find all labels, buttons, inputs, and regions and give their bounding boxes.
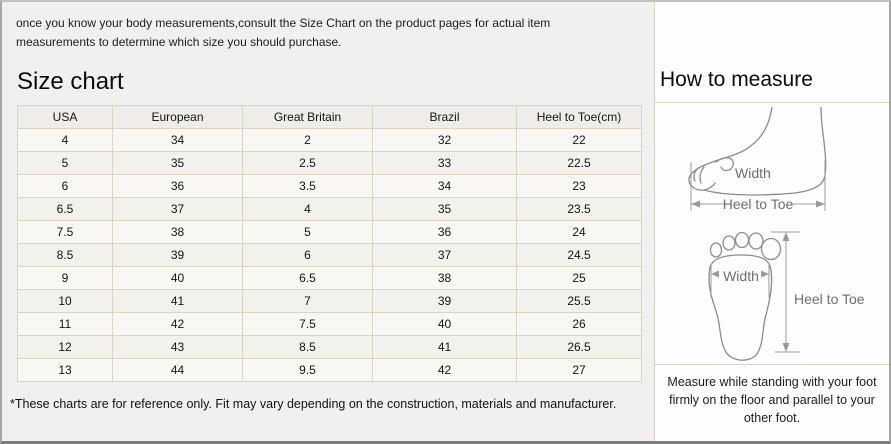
- foot-sole-view-diagram: Width Heel to Toe: [708, 231, 865, 361]
- size-cell: 9: [17, 266, 113, 291]
- size-cell: 3.5: [242, 174, 373, 199]
- size-cell: 6.5: [17, 197, 113, 222]
- size-cell: 38: [112, 220, 243, 245]
- size-cell: 6: [242, 243, 373, 268]
- measuring-instructions: Measure while standing with your foot fi…: [667, 374, 877, 426]
- size-cell: 23: [516, 174, 642, 199]
- side-width-label: Width: [735, 165, 771, 181]
- intro-note: once you know your body measurements,con…: [16, 16, 551, 49]
- size-cell: 4: [242, 197, 373, 222]
- column-header-heel-to-toe: Heel to Toe(cm): [516, 105, 642, 130]
- size-cell: 24: [516, 220, 642, 245]
- size-cell: 39: [372, 289, 517, 314]
- size-cell: 33: [372, 151, 517, 176]
- size-cell: 24.5: [516, 243, 642, 268]
- column-header-usa: USA: [17, 105, 113, 130]
- sole-heel-to-toe-label: Heel to Toe: [794, 291, 865, 307]
- side-heel-to-toe-label: Heel to Toe: [723, 196, 794, 212]
- size-chart-section: once you know your body measurements,con…: [2, 2, 654, 441]
- size-cell: 7.5: [17, 220, 113, 245]
- size-cell: 22.5: [516, 151, 642, 176]
- size-cell: 7.5: [242, 312, 373, 337]
- size-cell: 35: [372, 197, 517, 222]
- reference-footnote: *These charts are for reference only. Fi…: [10, 397, 617, 412]
- size-cell: 2: [242, 128, 373, 153]
- table-row: 12 43 8.5 41 26.5: [17, 335, 642, 360]
- size-cell: 37: [112, 197, 243, 222]
- size-cell: 40: [372, 312, 517, 337]
- size-cell: 44: [112, 358, 243, 383]
- size-cell: 36: [372, 220, 517, 245]
- size-cell: 42: [112, 312, 243, 337]
- size-cell: 5: [17, 151, 113, 176]
- sole-width-label: Width: [723, 268, 759, 284]
- size-cell: 25: [516, 266, 642, 291]
- size-cell: 7: [242, 289, 373, 314]
- size-cell: 32: [372, 128, 517, 153]
- how-to-measure-section: How to measure Width Heel to Toe: [654, 2, 889, 441]
- size-cell: 4: [17, 128, 113, 153]
- size-chart-title: Size chart: [17, 68, 124, 96]
- size-cell: 35: [112, 151, 243, 176]
- size-cell: 9.5: [242, 358, 373, 383]
- size-cell: 12: [17, 335, 113, 360]
- size-cell: 5: [242, 220, 373, 245]
- size-cell: 34: [372, 174, 517, 199]
- table-row: 11 42 7.5 40 26: [17, 312, 642, 337]
- size-cell: 23.5: [516, 197, 642, 222]
- size-cell: 10: [17, 289, 113, 314]
- size-cell: 41: [372, 335, 517, 360]
- table-row: 13 44 9.5 42 27: [17, 358, 642, 383]
- size-cell: 41: [112, 289, 243, 314]
- size-cell: 6: [17, 174, 113, 199]
- size-cell: 40: [112, 266, 243, 291]
- table-row: 6 36 3.5 34 23: [17, 174, 642, 199]
- size-conversion-table: USA European Great Britain Brazil Heel t…: [17, 105, 642, 383]
- size-cell: 22: [516, 128, 642, 153]
- table-row: 4 34 2 32 22: [17, 128, 642, 153]
- foot-side-view-diagram: Width Heel to Toe: [688, 107, 827, 212]
- size-cell: 26.5: [516, 335, 642, 360]
- size-cell: 25.5: [516, 289, 642, 314]
- size-cell: 27: [516, 358, 642, 383]
- table-row: 5 35 2.5 33 22.5: [17, 151, 642, 176]
- size-cell: 43: [112, 335, 243, 360]
- column-header-brazil: Brazil: [372, 105, 517, 130]
- column-header-great-britain: Great Britain: [242, 105, 373, 130]
- size-cell: 8.5: [242, 335, 373, 360]
- size-cell: 8.5: [17, 243, 113, 268]
- size-cell: 2.5: [242, 151, 373, 176]
- measure-diagrams: Width Heel to Toe Width: [655, 102, 889, 365]
- table-header-row: USA European Great Britain Brazil Heel t…: [17, 105, 642, 130]
- column-header-european: European: [112, 105, 243, 130]
- size-cell: 6.5: [242, 266, 373, 291]
- size-cell: 37: [372, 243, 517, 268]
- size-cell: 34: [112, 128, 243, 153]
- table-row: 7.5 38 5 36 24: [17, 220, 642, 245]
- size-cell: 13: [17, 358, 113, 383]
- size-cell: 39: [112, 243, 243, 268]
- size-cell: 38: [372, 266, 517, 291]
- table-row: 6.5 37 4 35 23.5: [17, 197, 642, 222]
- size-cell: 42: [372, 358, 517, 383]
- how-to-measure-title: How to measure: [660, 68, 813, 91]
- table-row: 10 41 7 39 25.5: [17, 289, 642, 314]
- table-row: 9 40 6.5 38 25: [17, 266, 642, 291]
- size-cell: 36: [112, 174, 243, 199]
- size-cell: 26: [516, 312, 642, 337]
- size-cell: 11: [17, 312, 113, 337]
- table-row: 8.5 39 6 37 24.5: [17, 243, 642, 268]
